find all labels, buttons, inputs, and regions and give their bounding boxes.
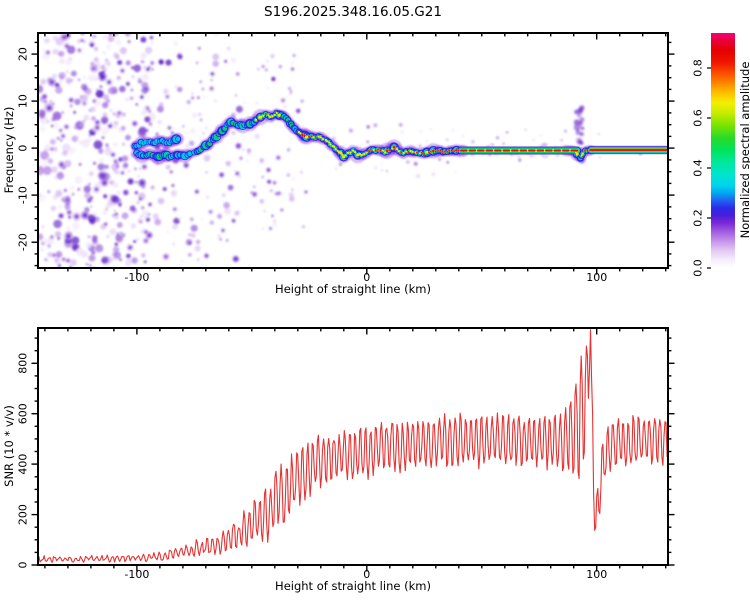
bottom-x-tick-label: 100 bbox=[586, 568, 607, 581]
colorbar-tick-label: 0.0 bbox=[692, 259, 705, 277]
bottom-y-tick-label: 600 bbox=[17, 403, 30, 424]
top-x-tick-label: -100 bbox=[124, 271, 149, 284]
snr-series bbox=[38, 329, 668, 563]
colorbar-tick-label: 0.6 bbox=[692, 109, 705, 127]
bottom-x-axis-label: Height of straight line (km) bbox=[275, 579, 431, 593]
figure-title: S196.2025.348.16.05.G21 bbox=[264, 4, 442, 20]
top-x-tick-label: 100 bbox=[586, 271, 607, 284]
bottom-x-tick-label: 0 bbox=[363, 568, 370, 581]
bottom-y-tick-label: 200 bbox=[17, 504, 30, 525]
colorbar-label: Normalized spectral amplitude bbox=[738, 62, 750, 239]
spectrogram-noise-field bbox=[38, 33, 666, 268]
echo-trace-body bbox=[131, 109, 668, 162]
top-y-tick-label: 10 bbox=[17, 94, 30, 108]
top-x-axis-label: Height of straight line (km) bbox=[275, 282, 431, 296]
echo-trace-core bbox=[254, 111, 668, 159]
colorbar bbox=[707, 33, 735, 269]
top-y-tick-label: 0 bbox=[17, 145, 30, 152]
top-y-axis-label: Frequency (Hz) bbox=[2, 107, 16, 194]
bottom-y-tick-label: 800 bbox=[17, 353, 30, 374]
bottom-y-tick-label: 0 bbox=[17, 562, 30, 569]
colorbar-tick-label: 0.2 bbox=[692, 209, 705, 227]
bottom-x-tick-label: -100 bbox=[124, 568, 149, 581]
bottom-y-tick-label: 400 bbox=[17, 454, 30, 475]
top-y-tick-label: -10 bbox=[17, 186, 30, 204]
colorbar-tick-label: 0.4 bbox=[692, 159, 705, 177]
top-y-tick-label: -20 bbox=[17, 233, 30, 251]
spectrogram-axes bbox=[31, 32, 675, 275]
top-x-tick-label: 0 bbox=[363, 271, 370, 284]
bottom-y-axis-label: SNR (10 * v/v) bbox=[2, 405, 16, 487]
top-y-tick-label: 20 bbox=[17, 47, 30, 61]
snr-axes bbox=[31, 327, 675, 572]
colorbar-tick-label: 0.8 bbox=[692, 59, 705, 77]
